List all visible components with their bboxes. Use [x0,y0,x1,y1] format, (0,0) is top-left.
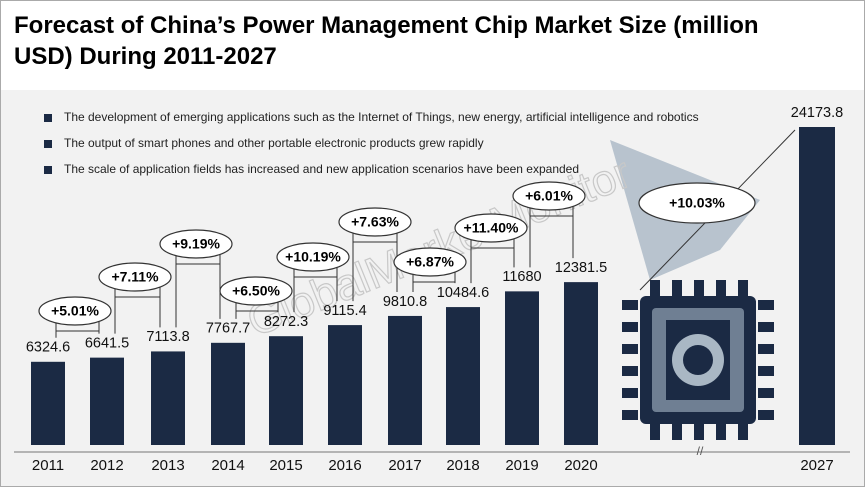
growth-callout [276,242,350,272]
x-tick-label: 2014 [211,457,244,474]
growth-label: +6.50% [232,283,280,299]
bar [151,351,185,445]
growth-callout [98,262,172,292]
value-label: 9810.8 [383,294,427,310]
x-tick-label: 2018 [446,457,479,474]
value-label: 24173.8 [791,105,843,121]
growth-callout [393,247,467,277]
bullet-mark [44,166,52,174]
growth-callout [512,181,586,211]
growth-callout [159,229,233,259]
value-label: 6324.6 [26,340,70,356]
x-tick-label: 2016 [328,457,361,474]
value-label: 9115.4 [323,303,366,319]
x-tick-label: 2013 [151,457,184,474]
growth-label: +10.19% [285,249,341,265]
growth-label: +6.87% [406,254,454,270]
note: The output of smart phones and other por… [64,136,484,150]
note: The scale of application fields has incr… [64,162,579,176]
x-tick-label: 2015 [269,457,302,474]
growth-label: +7.63% [351,214,399,230]
x-tick-label: 2027 [800,457,833,474]
value-label: 7113.8 [146,329,189,345]
chart-title: Forecast of China’s Power Management Chi… [14,12,759,70]
value-label: 11680 [502,269,541,285]
bar [328,325,362,445]
bullet-mark [44,140,52,148]
bar [269,336,303,445]
bar [564,282,598,445]
bullet-mark [44,114,52,122]
value-label: 12381.5 [555,260,607,276]
bar [446,307,480,445]
bar [388,315,422,445]
growth-callout [219,276,293,306]
growth-label: +11.40% [464,220,519,236]
value-label: 10484.6 [437,285,489,301]
bar [505,291,539,445]
axis-break: // [697,444,704,458]
bar [799,127,835,445]
growth-callout [638,182,756,224]
bar [31,361,65,445]
growth-label: +7.11% [111,269,159,285]
value-label: 6641.5 [85,335,129,351]
value-label: 7767.7 [206,321,250,337]
growth-callout [338,207,412,237]
growth-callout [454,213,528,243]
x-tick-label: 2019 [505,457,538,474]
value-label: 8272.3 [264,314,308,330]
growth-label: +5.01% [51,303,99,319]
x-tick-label: 2020 [564,457,597,474]
note: The development of emerging applications… [64,110,699,124]
growth-label: +6.01% [525,188,573,204]
growth-callout [38,296,112,326]
growth-label: +10.03% [669,195,725,211]
growth-label: +9.19% [172,236,220,252]
x-tick-label: 2012 [90,457,123,474]
bar [90,357,124,445]
bar [211,342,245,445]
x-tick-label: 2017 [388,457,421,474]
x-tick-label: 2011 [32,457,64,474]
